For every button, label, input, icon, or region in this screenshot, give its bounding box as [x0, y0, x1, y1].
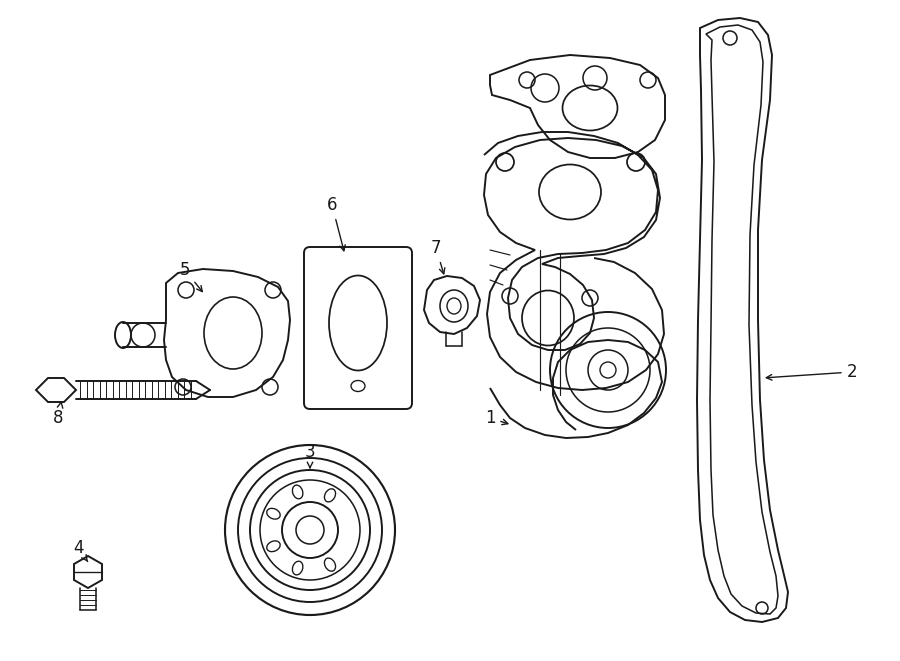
- Text: 4: 4: [73, 539, 87, 562]
- Text: 5: 5: [180, 261, 202, 292]
- Text: 2: 2: [766, 363, 858, 381]
- Text: 7: 7: [431, 239, 445, 274]
- Text: 6: 6: [327, 196, 346, 251]
- Text: 8: 8: [53, 403, 63, 427]
- Text: 3: 3: [305, 443, 315, 468]
- Text: 1: 1: [485, 409, 508, 427]
